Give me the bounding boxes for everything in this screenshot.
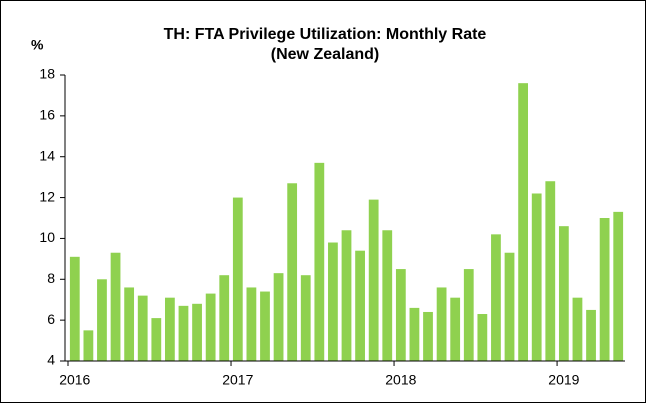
bar [83,330,94,361]
bar [518,83,529,362]
bar [260,291,270,361]
bar [395,269,406,361]
bar [491,234,501,361]
bar [463,269,474,361]
bar [613,211,624,361]
chart-subtitle: (New Zealand) [271,46,379,63]
bar [124,287,135,361]
bar [504,252,515,361]
y-tick-label: 14 [39,147,55,163]
bar [450,297,461,361]
y-tick-label: 18 [39,66,55,82]
y-tick-label: 16 [39,107,55,123]
bar [558,226,569,361]
bar [300,275,311,361]
y-tick-label: 10 [39,229,55,245]
y-tick-label: 4 [47,352,55,368]
bar [287,183,298,361]
bar [409,307,420,361]
bar [273,273,284,361]
bar [382,230,393,361]
bar [137,295,148,361]
y-tick-label: 8 [47,270,55,286]
x-tick-label: 2017 [222,372,253,388]
bar [355,250,365,361]
bar [97,279,107,361]
bar [246,287,257,361]
bar [110,252,121,361]
bar [531,193,542,361]
bar [341,230,352,361]
x-tick-label: 2019 [548,372,579,388]
bar [69,256,80,361]
bar [436,287,447,361]
x-tick-label: 2016 [59,372,90,388]
bar [423,311,433,361]
y-tick-label: 12 [39,188,55,204]
bar [545,181,556,361]
x-tick-label: 2018 [385,372,416,388]
bar [328,242,338,361]
bar [232,197,243,361]
bar [219,275,230,361]
bar [572,297,583,361]
bar [368,199,379,361]
bar [477,314,488,361]
bar [314,162,325,361]
bar [164,297,175,361]
y-tick-label: 6 [47,311,55,327]
y-axis-label: % [31,37,44,53]
bar [586,309,596,361]
chart-title: TH: FTA Privilege Utilization: Monthly R… [164,26,487,43]
bar [599,218,610,361]
bar [192,303,202,361]
bar [205,293,216,361]
bar [178,305,189,361]
bar [151,318,162,361]
